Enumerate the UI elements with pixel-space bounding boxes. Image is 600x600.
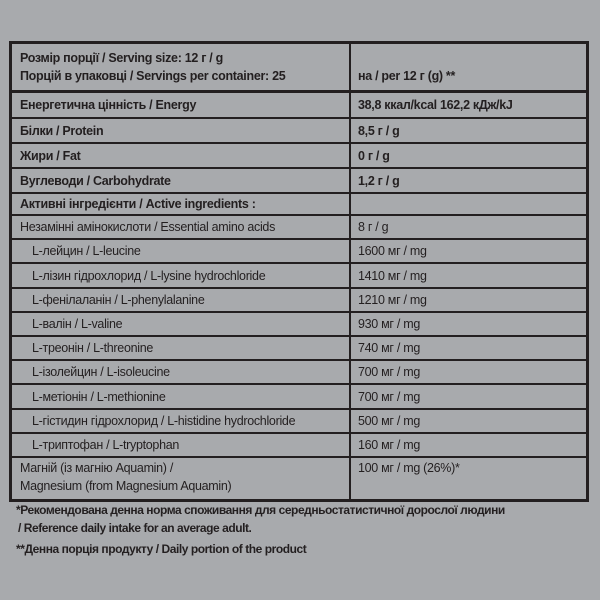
ingredient-value: 500 мг / mg	[358, 413, 420, 428]
nutrient-value: 0 г / g	[358, 148, 390, 163]
row-line	[10, 117, 588, 119]
ingredient-value: 8 г / g	[358, 220, 389, 235]
header-text: Порцій в упаковці / Servings per contain…	[20, 69, 286, 83]
row-line	[10, 383, 588, 386]
border	[586, 41, 589, 502]
nutrient-name: Жири / Fat	[20, 148, 81, 163]
border	[10, 41, 588, 44]
ingredient-name: L-треонін / L-threonine	[32, 341, 154, 356]
ingredient-value: 700 мг / mg	[358, 365, 420, 380]
ingredient-name: L-ізолейцин / L-isoleucine	[32, 365, 170, 380]
nutrient-name: Білки / Protein	[20, 123, 104, 138]
mineral-name: Магній (із магнію Aquamin) /	[20, 461, 174, 475]
ingredient-name: L-фенілаланін / L-phenylalanine	[32, 292, 205, 307]
row-line	[10, 214, 588, 216]
ingredient-name: L-метіонін / L-methionine	[32, 389, 166, 404]
row-line	[10, 262, 588, 265]
ingredient-name: L-валін / L-valine	[32, 316, 123, 331]
ingredient-name: Незамінні амінокислоти / Essential amino…	[20, 220, 276, 235]
ingredient-name: L-триптофан / L-tryptophan	[32, 437, 180, 452]
ingredient-name: L-лейцин / L-leucine	[32, 244, 141, 259]
mineral-name: Magnesium (from Magnesium Aquamin)	[20, 479, 232, 493]
nutrient-name: Вуглеводи / Carbohydrate	[20, 173, 171, 188]
ingredient-value: 740 мг / mg	[358, 341, 420, 356]
border	[9, 41, 12, 502]
row-line	[10, 286, 588, 289]
row-line	[10, 310, 588, 313]
border	[10, 499, 588, 502]
row-line	[10, 407, 588, 410]
nutrient-value: 8,5 г / g	[358, 123, 400, 138]
row-line	[10, 431, 588, 434]
header-text: на / per 12 г (g) **	[358, 69, 456, 83]
nutrient-value: 1,2 г / g	[358, 173, 400, 188]
ingredient-value: 700 мг / mg	[358, 389, 420, 404]
row-line	[10, 238, 588, 241]
header-text: Розмір порції / Serving size: 12 г / g	[20, 51, 223, 65]
ingredient-name: L-лізин гідрохлорид / L-lysine hydrochlo…	[32, 268, 266, 283]
row-line	[10, 456, 588, 458]
row-line	[10, 335, 588, 337]
ingredient-value: 1410 мг / mg	[358, 268, 427, 283]
nutrient-value: 38,8 ккал/kcal 162,2 кДж/kJ	[358, 98, 513, 112]
row-line	[10, 359, 588, 362]
ingredient-value: 1210 мг / mg	[358, 292, 427, 307]
row-line	[10, 167, 588, 169]
mineral-value: 100 мг / mg (26%)*	[358, 461, 460, 475]
section-heading: Активні інгредієнти / Active ingredients…	[20, 197, 256, 211]
footnote: *Рекомендована денна норма споживання дл…	[16, 503, 505, 517]
row-line	[10, 192, 588, 194]
ingredient-value: 1600 мг / mg	[358, 244, 427, 259]
row-line	[10, 142, 588, 144]
ingredient-name: L-гістидин гідрохлорид / L-histidine hyd…	[32, 413, 296, 428]
column-line	[349, 42, 351, 500]
ingredient-value: 930 мг / mg	[358, 316, 420, 331]
row-line	[10, 90, 588, 93]
nutrient-name: Енергетична цінність / Energy	[20, 98, 197, 112]
footnote: / Reference daily intake for an average …	[18, 521, 252, 535]
ingredient-value: 160 мг / mg	[358, 437, 420, 452]
footnote: **Денна порція продукту / Daily portion …	[16, 542, 307, 556]
